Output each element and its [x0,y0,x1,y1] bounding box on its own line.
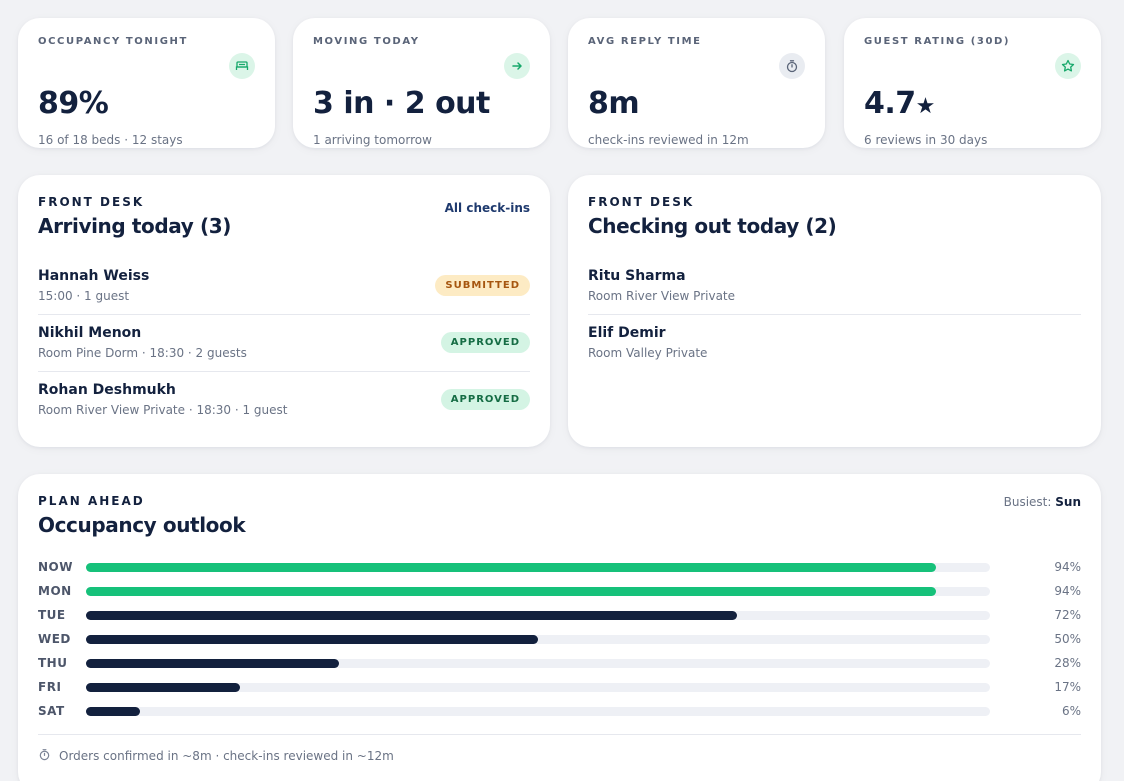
stat-label: GUEST RATING (30D) [864,36,1011,47]
stopwatch-icon [38,748,51,764]
outlook-row-fri: FRI 17% [38,680,1081,694]
guest-meta: Room Valley Private [588,346,708,360]
bar-fill [86,659,340,668]
arrival-row[interactable]: Hannah Weiss 15:00 · 1 guest SUBMITTED [38,258,530,315]
stat-value: 3 in · 2 out [313,86,490,121]
bar-track [86,587,990,596]
stat-label: MOVING TODAY [313,36,420,47]
bar-percent: 28% [1054,656,1081,670]
outlook-row-tue: TUE 72% [38,608,1081,622]
bar-fill [86,563,936,572]
footer-text: Orders confirmed in ~8m · check-ins revi… [59,749,394,763]
arrivals-card: FRONT DESK Arriving today (3) All check-… [18,175,550,447]
arrival-row[interactable]: Nikhil Menon Room Pine Dorm · 18:30 · 2 … [38,315,530,372]
stat-sub: 16 of 18 beds · 12 stays [38,133,183,147]
divider [38,734,1081,735]
departure-row[interactable]: Ritu Sharma Room River View Private [588,258,1081,315]
outlook-row-wed: WED 50% [38,632,1081,646]
bar-fill [86,683,240,692]
bar-fill [86,707,141,716]
day-label: THU [38,656,68,670]
rating-star: ★ [915,94,936,119]
all-checkins-link[interactable]: All check-ins [444,201,530,215]
day-label: WED [38,632,71,646]
bar-track [86,563,990,572]
bar-track [86,683,990,692]
guest-meta: Room River View Private · 18:30 · 1 gues… [38,403,288,417]
bar-percent: 94% [1054,584,1081,598]
arrivals-title: Arriving today (3) [38,214,231,238]
section-eyebrow: FRONT DESK [588,195,695,209]
day-label: SAT [38,704,65,718]
bar-track [86,659,990,668]
footer-note: Orders confirmed in ~8m · check-ins revi… [38,748,394,764]
day-label: NOW [38,560,73,574]
day-label: MON [38,584,72,598]
status-badge: APPROVED [440,389,530,410]
guest-name: Ritu Sharma [588,268,686,284]
stat-card-moving: MOVING TODAY 3 in · 2 out 1 arriving tom… [293,18,550,148]
status-badge: APPROVED [440,332,530,353]
stat-sub: 1 arriving tomorrow [313,133,432,147]
stat-card-reply-time: AVG REPLY TIME 8m check-ins reviewed in … [568,18,825,148]
bed-icon [229,53,255,79]
arrival-row[interactable]: Rohan Deshmukh Room River View Private ·… [38,372,530,429]
stat-card-rating: GUEST RATING (30D) 4.7★ 6 reviews in 30 … [844,18,1101,148]
bar-percent: 6% [1061,704,1081,718]
outlook-row-now: NOW 94% [38,560,1081,574]
bar-percent: 94% [1054,560,1081,574]
day-label: TUE [38,608,66,622]
bar-fill [86,611,737,620]
stopwatch-icon [779,53,805,79]
departures-card: FRONT DESK Checking out today (2) Ritu S… [568,175,1101,447]
section-eyebrow: PLAN AHEAD [38,494,145,508]
departures-title: Checking out today (2) [588,214,837,238]
busiest-label: Busiest: [1003,495,1052,509]
bar-percent: 72% [1054,608,1081,622]
star-icon [1055,53,1081,79]
departure-row[interactable]: Elif Demir Room Valley Private [588,315,1081,372]
bar-fill [86,635,538,644]
arrow-right-icon [504,53,530,79]
outlook-card: PLAN AHEAD Occupancy outlook Busiest: Su… [18,474,1101,781]
outlook-row-mon: MON 94% [38,584,1081,598]
day-label: FRI [38,680,62,694]
guest-name: Rohan Deshmukh [38,382,176,398]
bar-track [86,707,990,716]
stat-sub: 6 reviews in 30 days [864,133,988,147]
outlook-row-thu: THU 28% [38,656,1081,670]
stat-value: 8m [588,86,640,121]
status-badge: SUBMITTED [435,275,530,296]
guest-name: Nikhil Menon [38,325,142,341]
guest-name: Elif Demir [588,325,666,341]
stat-label: AVG REPLY TIME [588,36,702,47]
guest-meta: Room River View Private [588,289,736,303]
busiest-day: Sun [1055,495,1081,509]
busiest-indicator: Busiest: Sun [1004,495,1081,509]
bar-percent: 17% [1054,680,1081,694]
stat-sub: check-ins reviewed in 12m [588,133,749,147]
bar-track [86,635,990,644]
guest-name: Hannah Weiss [38,268,150,284]
rating-value: 4.7 [864,86,916,121]
guest-meta: 15:00 · 1 guest [38,289,130,303]
section-eyebrow: FRONT DESK [38,195,145,209]
bar-track [86,611,990,620]
guest-meta: Room Pine Dorm · 18:30 · 2 guests [38,346,247,360]
stat-label: OCCUPANCY TONIGHT [38,36,188,47]
outlook-title: Occupancy outlook [38,513,246,537]
stat-value: 4.7★ [864,86,935,121]
outlook-row-sat: SAT 6% [38,704,1081,718]
stat-card-occupancy: OCCUPANCY TONIGHT 89% 16 of 18 beds · 12… [18,18,275,148]
bar-fill [86,587,936,596]
stat-value: 89% [38,86,109,121]
bar-percent: 50% [1054,632,1081,646]
